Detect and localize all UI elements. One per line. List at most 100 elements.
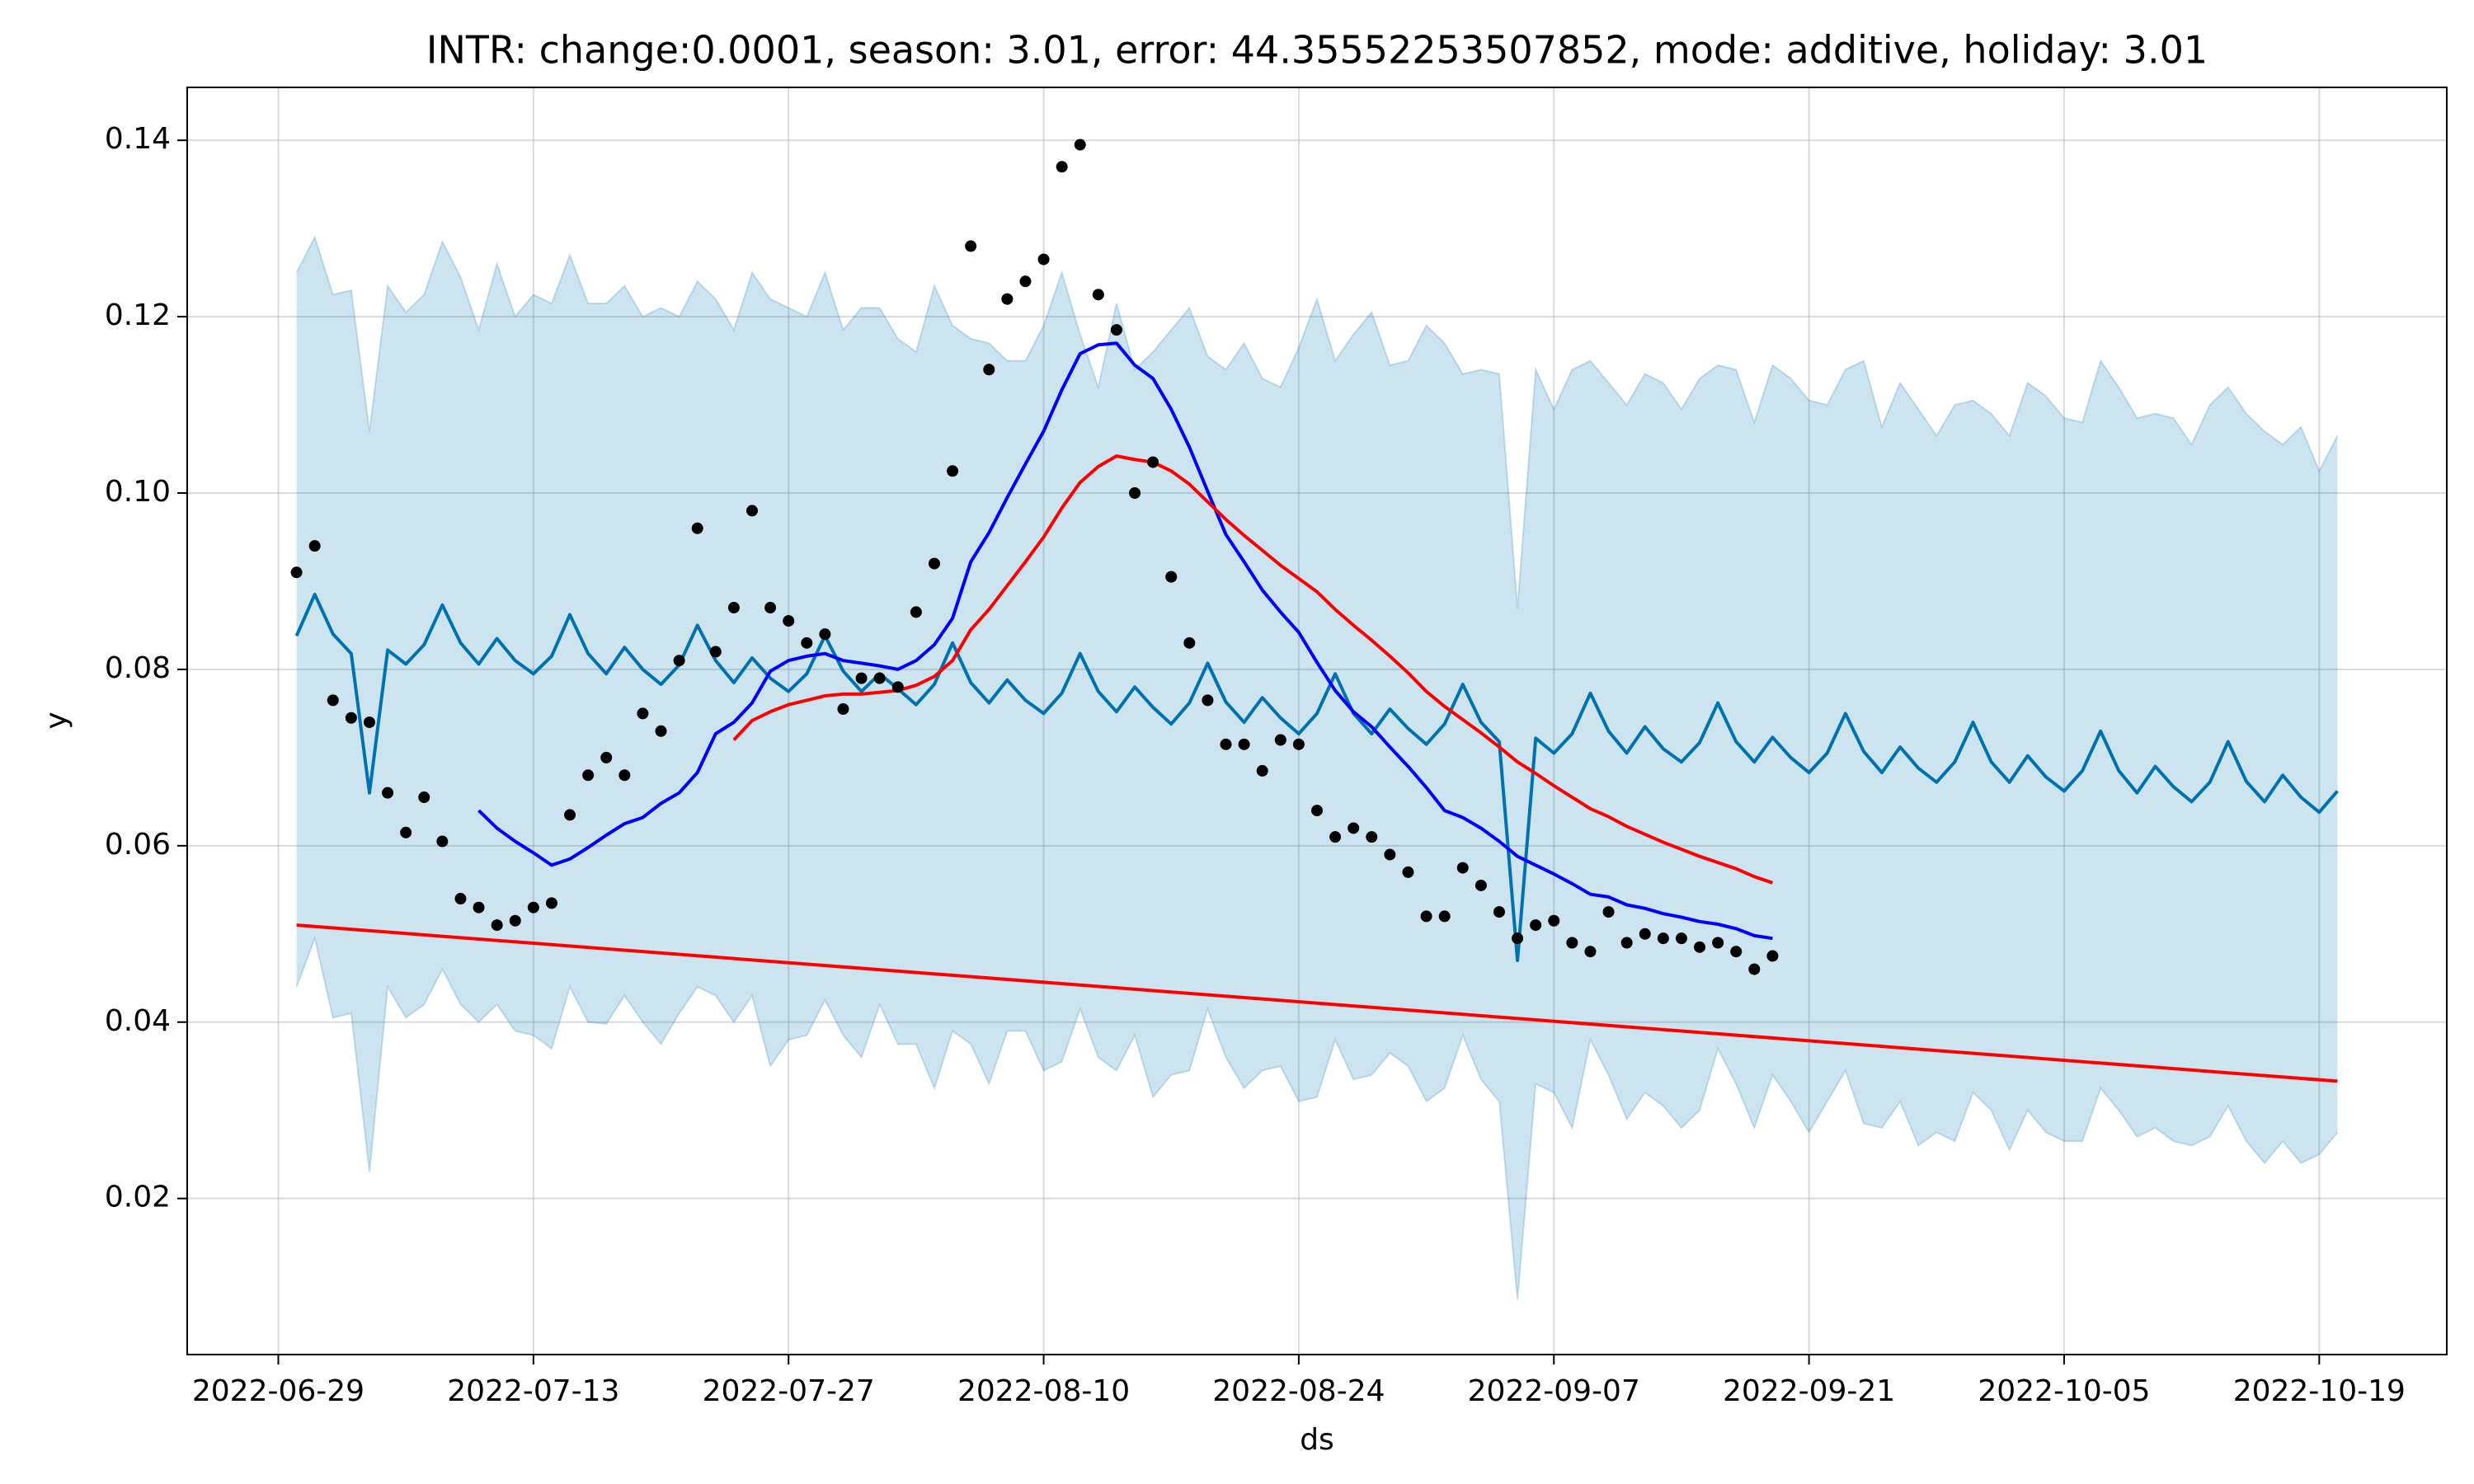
data-point [1001, 293, 1014, 305]
x-tick-label: 2022-07-27 [703, 1374, 875, 1408]
data-point [1348, 822, 1360, 834]
uncertainty-band [296, 237, 2338, 1300]
data-point [582, 769, 595, 782]
data-point [327, 694, 339, 707]
data-point [1165, 571, 1178, 583]
y-axis-label: y [40, 711, 73, 729]
data-point [873, 672, 886, 684]
data-point [746, 505, 758, 517]
line [477, 341, 1773, 941]
y-tick-label: 0.04 [105, 1004, 171, 1038]
data-point [673, 655, 685, 667]
x-tick-label: 2022-07-13 [447, 1374, 619, 1408]
data-point [655, 725, 667, 737]
data-point [1730, 946, 1743, 958]
data-point [1530, 919, 1542, 932]
data-point [1183, 636, 1196, 649]
data-point [382, 787, 394, 799]
data-point [509, 914, 521, 927]
data-point [1402, 866, 1414, 878]
data-point [1074, 139, 1086, 151]
plot-frame [186, 87, 2448, 1355]
data-point [1620, 937, 1633, 949]
data-point [1420, 910, 1432, 923]
data-point [290, 566, 303, 579]
y-tick-label: 0.14 [105, 122, 171, 156]
data-point [600, 751, 613, 763]
data-point [491, 919, 503, 932]
data-point [418, 791, 430, 804]
line [732, 454, 1774, 885]
data-point [1037, 253, 1050, 265]
data-point [819, 628, 831, 641]
data-point [1475, 879, 1487, 891]
data-point [1274, 734, 1286, 746]
x-tick-label: 2022-08-10 [957, 1374, 1130, 1408]
data-point [910, 606, 922, 618]
data-point [1675, 932, 1687, 945]
data-point [709, 646, 722, 658]
data-point [473, 901, 485, 913]
data-point [363, 716, 375, 729]
data-point [947, 465, 959, 477]
data-point [1129, 487, 1141, 500]
data-point [1748, 963, 1761, 975]
chart-title: INTR: change:0.0001, season: 3.01, error… [426, 28, 2208, 73]
data-point [527, 901, 539, 913]
data-point [1639, 928, 1651, 940]
data-point [1712, 937, 1724, 949]
data-point [618, 769, 631, 782]
y-tick-label: 0.10 [105, 475, 171, 509]
data-point [1056, 161, 1068, 173]
data-point [1238, 738, 1250, 750]
data-point [1092, 289, 1104, 301]
data-point [837, 703, 849, 716]
data-point [1220, 738, 1232, 750]
data-point [1694, 941, 1706, 953]
data-point [783, 615, 795, 627]
x-tick-label: 2022-10-19 [2233, 1374, 2406, 1408]
data-point [454, 893, 467, 905]
data-point [1566, 937, 1578, 949]
data-point [1384, 848, 1396, 861]
line [296, 923, 2338, 1083]
data-point [855, 672, 868, 684]
line [294, 593, 2339, 962]
data-point [1110, 324, 1122, 336]
y-tick-label: 0.08 [105, 651, 171, 685]
data-point [1256, 764, 1268, 777]
data-point [1292, 738, 1305, 750]
data-point [1548, 914, 1560, 927]
band-upper-edge [295, 235, 2339, 608]
y-tick-label: 0.02 [105, 1181, 171, 1214]
y-tick-label: 0.06 [105, 828, 171, 862]
data-point [400, 826, 412, 838]
data-point [1657, 932, 1669, 945]
data-point [637, 707, 649, 720]
data-point [1493, 906, 1505, 918]
data-point [545, 897, 557, 909]
x-tick-label: 2022-08-24 [1212, 1374, 1385, 1408]
data-point [965, 240, 977, 252]
data-point [1147, 456, 1159, 468]
data-point [1329, 831, 1342, 843]
data-point [1019, 275, 1032, 288]
data-point [1584, 946, 1597, 958]
data-point [345, 711, 357, 724]
data-point [1366, 831, 1378, 843]
data-point [1438, 910, 1451, 923]
x-tick-label: 2022-06-29 [192, 1374, 365, 1408]
data-point [983, 364, 995, 376]
data-point [1766, 950, 1779, 962]
x-tick-label: 2022-10-05 [1978, 1374, 2150, 1408]
data-point [801, 636, 813, 649]
data-point [727, 602, 740, 614]
x-axis-label: ds [1300, 1423, 1334, 1457]
data-point [891, 681, 904, 693]
data-point [1602, 906, 1615, 918]
data-point [564, 809, 576, 821]
data-point [1456, 862, 1469, 874]
